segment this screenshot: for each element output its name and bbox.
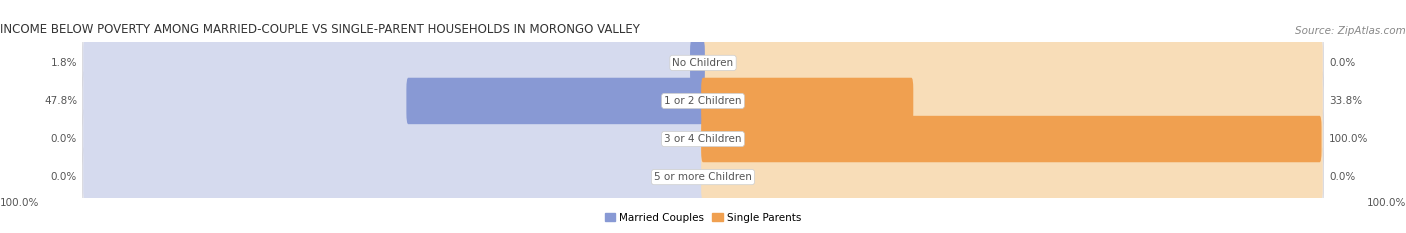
- Text: 0.0%: 0.0%: [1329, 58, 1355, 68]
- FancyBboxPatch shape: [406, 78, 704, 124]
- Text: 5 or more Children: 5 or more Children: [654, 172, 752, 182]
- Text: Source: ZipAtlas.com: Source: ZipAtlas.com: [1295, 26, 1406, 36]
- Text: 0.0%: 0.0%: [51, 172, 77, 182]
- FancyBboxPatch shape: [83, 40, 704, 86]
- Text: 100.0%: 100.0%: [1367, 198, 1406, 208]
- Text: 0.0%: 0.0%: [51, 134, 77, 144]
- Text: No Children: No Children: [672, 58, 734, 68]
- FancyBboxPatch shape: [83, 32, 1323, 93]
- Text: 33.8%: 33.8%: [1329, 96, 1362, 106]
- FancyBboxPatch shape: [690, 40, 704, 86]
- Text: 3 or 4 Children: 3 or 4 Children: [664, 134, 742, 144]
- FancyBboxPatch shape: [702, 116, 1323, 162]
- FancyBboxPatch shape: [83, 116, 704, 162]
- Text: 0.0%: 0.0%: [1329, 172, 1355, 182]
- Text: INCOME BELOW POVERTY AMONG MARRIED-COUPLE VS SINGLE-PARENT HOUSEHOLDS IN MORONGO: INCOME BELOW POVERTY AMONG MARRIED-COUPL…: [0, 23, 640, 36]
- FancyBboxPatch shape: [702, 78, 1323, 124]
- Text: 100.0%: 100.0%: [0, 198, 39, 208]
- Text: 1.8%: 1.8%: [51, 58, 77, 68]
- FancyBboxPatch shape: [702, 78, 914, 124]
- FancyBboxPatch shape: [83, 71, 1323, 131]
- FancyBboxPatch shape: [83, 109, 1323, 169]
- Text: 47.8%: 47.8%: [44, 96, 77, 106]
- Text: 1 or 2 Children: 1 or 2 Children: [664, 96, 742, 106]
- FancyBboxPatch shape: [83, 147, 1323, 208]
- FancyBboxPatch shape: [702, 116, 1322, 162]
- FancyBboxPatch shape: [83, 78, 704, 124]
- FancyBboxPatch shape: [83, 154, 704, 200]
- FancyBboxPatch shape: [702, 154, 1323, 200]
- Text: 100.0%: 100.0%: [1329, 134, 1368, 144]
- Legend: Married Couples, Single Parents: Married Couples, Single Parents: [600, 209, 806, 227]
- FancyBboxPatch shape: [702, 40, 1323, 86]
